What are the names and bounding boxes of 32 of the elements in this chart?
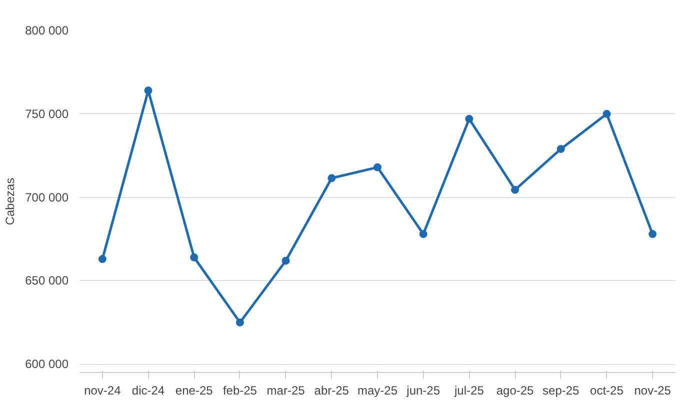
point xyxy=(144,86,152,95)
y-tick-label: 600 000 xyxy=(25,357,69,372)
point xyxy=(190,253,198,262)
x-tick-label: dic-24 xyxy=(132,384,165,398)
x-tick-label: feb-25 xyxy=(222,384,258,398)
x-tick-label: abr-25 xyxy=(314,384,350,398)
point xyxy=(556,144,565,153)
point xyxy=(511,186,520,194)
y-tick-label: 750 000 xyxy=(25,106,69,121)
point xyxy=(648,230,657,238)
x-tick-label: ene-25 xyxy=(175,384,214,398)
y-tick-label: 650 000 xyxy=(25,274,69,288)
y-tick-label: 800 000 xyxy=(25,24,69,38)
x-tick-label: oct-25 xyxy=(590,384,624,398)
x-tick-label: mar-25 xyxy=(266,384,306,398)
x-tick-label: nov-25 xyxy=(634,384,672,398)
point xyxy=(236,318,244,326)
point xyxy=(602,110,611,118)
point xyxy=(465,114,474,123)
y-tick-label: 700 000 xyxy=(25,190,69,204)
x-tick-label: sep-25 xyxy=(542,384,580,398)
point xyxy=(374,163,382,172)
point xyxy=(282,256,290,265)
point xyxy=(419,230,428,238)
x-tick-label: jun-25 xyxy=(406,384,440,398)
x-tick-label: jul-25 xyxy=(454,384,484,398)
point xyxy=(328,174,336,182)
point xyxy=(98,255,106,264)
y-axis-title: Cabezas xyxy=(3,178,18,226)
x-tick-label: may-25 xyxy=(357,384,398,398)
x-tick-label: nov-24 xyxy=(84,384,122,398)
x-tick-label: ago-25 xyxy=(496,384,534,398)
